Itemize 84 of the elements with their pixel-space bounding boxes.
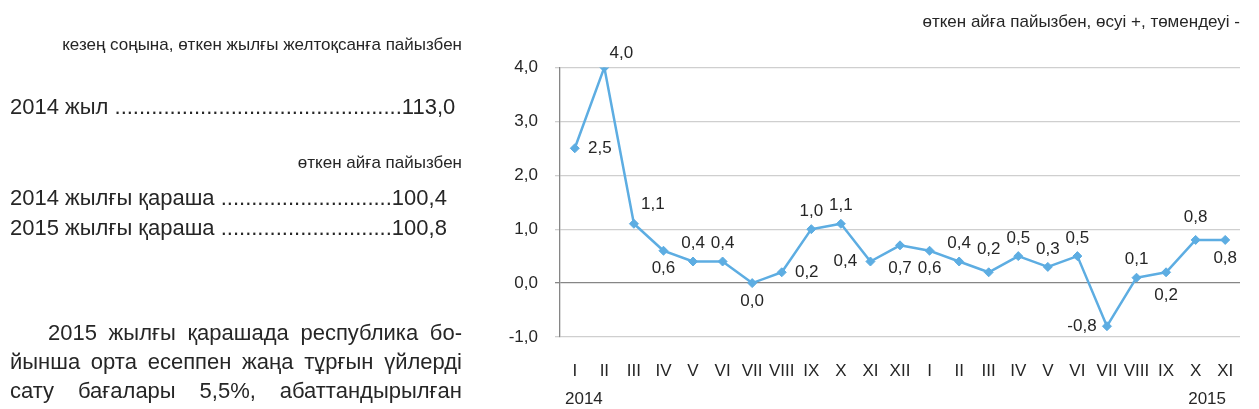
x-tick-label: VIII bbox=[1123, 360, 1150, 380]
point bbox=[1013, 251, 1024, 262]
x-tick-label: IV bbox=[1010, 360, 1027, 380]
point bbox=[717, 256, 728, 267]
data-label: 1,1 bbox=[641, 194, 665, 214]
y-tick-label: -1,0 bbox=[508, 326, 538, 346]
x-tick-label: I bbox=[927, 360, 932, 380]
point bbox=[983, 267, 994, 278]
data-label: 0,2 bbox=[794, 261, 819, 281]
x-tick-label: IX bbox=[1158, 360, 1175, 380]
x-tick-label: V bbox=[687, 360, 700, 380]
x-tick-label: III bbox=[981, 360, 996, 380]
x-tick-label: VII bbox=[741, 360, 763, 380]
point bbox=[747, 278, 758, 289]
x-tick-label: III bbox=[626, 360, 641, 380]
text: 2015 жылғы қарашада республика бо- bbox=[47, 320, 462, 347]
data-label: 1,0 bbox=[799, 200, 824, 220]
x-tick-label: XI bbox=[1217, 360, 1234, 380]
y-tick-label: 1,0 bbox=[514, 218, 538, 238]
data-label: 0,2 bbox=[1154, 284, 1178, 304]
y-tick-label: 3,0 bbox=[514, 111, 538, 131]
x-tick-label: II bbox=[954, 360, 964, 380]
x-tick-label: VI bbox=[1069, 360, 1086, 380]
data-label: 0,2 bbox=[976, 238, 1001, 258]
x-tick-label: V bbox=[1042, 360, 1055, 380]
x-tick-label: XII bbox=[889, 360, 911, 380]
x-tick-label: VII bbox=[1096, 360, 1118, 380]
data-label: 0,0 bbox=[740, 290, 764, 310]
point bbox=[776, 267, 787, 278]
point bbox=[1072, 251, 1083, 262]
text: сату бағалары 5,5%, абаттандырылған bbox=[10, 378, 462, 405]
data-label: 0,4 bbox=[710, 233, 735, 253]
data-label: 2,5 bbox=[587, 137, 612, 157]
text: 2015 bbox=[1188, 388, 1226, 408]
point bbox=[1131, 272, 1142, 283]
point bbox=[628, 218, 639, 229]
y-tick-label: 4,0 bbox=[514, 57, 538, 77]
point bbox=[1101, 321, 1112, 332]
data-label: 0,7 bbox=[888, 258, 912, 278]
point bbox=[835, 218, 846, 229]
x-tick-label: I bbox=[572, 360, 578, 380]
text: өткен айға пайызбен bbox=[297, 153, 462, 174]
text: 2014 bbox=[565, 388, 603, 408]
data-label: 4,0 bbox=[609, 43, 634, 63]
chart-title: өткен айға пайызбен, өсуі +, төмендеуі - bbox=[922, 11, 1240, 31]
point bbox=[1190, 234, 1201, 245]
x-tick-label: IV bbox=[655, 360, 673, 380]
y-tick-label: 0,0 bbox=[514, 272, 538, 292]
data-label: 0,4 bbox=[681, 233, 705, 253]
point bbox=[569, 143, 580, 154]
data-label: 0,3 bbox=[1036, 238, 1060, 258]
x-tick-label: X bbox=[835, 360, 847, 380]
data-label: 0,1 bbox=[1124, 249, 1149, 269]
data-label: 0,5 bbox=[1006, 227, 1031, 247]
data-label: 1,1 bbox=[829, 195, 853, 215]
data-label: 0,8 bbox=[1183, 206, 1208, 226]
point bbox=[1042, 261, 1053, 272]
x-tick-label: IX bbox=[803, 360, 820, 380]
x-tick-label: X bbox=[1189, 360, 1202, 380]
data-label: -0,8 bbox=[1067, 315, 1097, 335]
point bbox=[658, 245, 669, 256]
point bbox=[1161, 267, 1172, 278]
x-tick-label: XI bbox=[862, 360, 879, 380]
data-label: 0,4 bbox=[947, 233, 971, 253]
text: йынша орта есеппен жаңа тұрғын үйлерді bbox=[10, 349, 462, 376]
x-tick-label: VI bbox=[714, 360, 731, 380]
data-label: 0,4 bbox=[833, 251, 858, 271]
point bbox=[895, 240, 905, 251]
text: 2014 жылғы қараша ............................100,4 bbox=[10, 185, 447, 212]
text: кезең соңына, өткен жылғы желтоқсанға пайызбен bbox=[62, 35, 462, 56]
text: 2015 жылғы қараша ............................100,8 bbox=[10, 215, 447, 242]
x-tick-label: VIII bbox=[768, 360, 795, 380]
x-tick-label: II bbox=[599, 360, 610, 380]
point bbox=[1220, 234, 1231, 245]
data-label: 0,6 bbox=[917, 258, 942, 278]
point bbox=[924, 245, 935, 256]
text: 2014 жыл ...............................................113,0 bbox=[10, 94, 456, 121]
data-label: 0,5 bbox=[1065, 227, 1090, 247]
data-label: 0,6 bbox=[651, 258, 676, 278]
point bbox=[806, 224, 817, 235]
point bbox=[954, 256, 965, 267]
data-label: 0,8 bbox=[1213, 247, 1238, 267]
point bbox=[865, 256, 876, 267]
y-tick-label: 2,0 bbox=[514, 164, 538, 184]
